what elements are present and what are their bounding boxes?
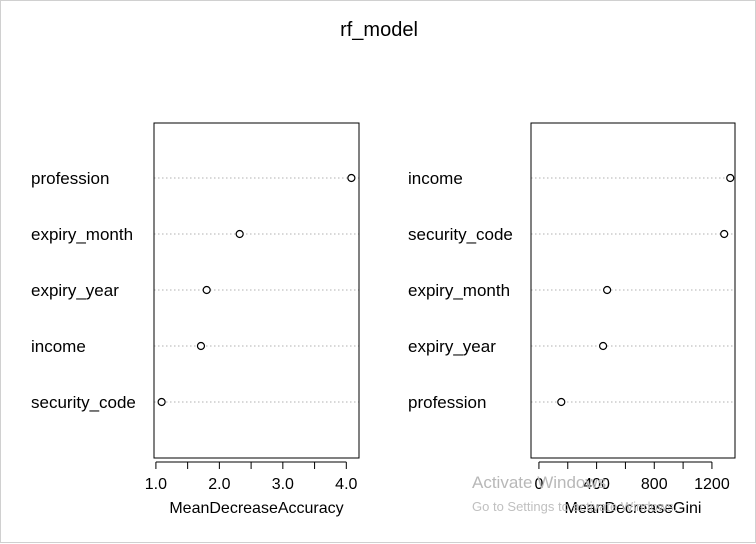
gini-x-tick-label: 0: [534, 476, 543, 493]
accuracy-x-tick-label: 2.0: [208, 476, 230, 493]
accuracy-x-axis-label: MeanDecreaseAccuracy: [169, 500, 343, 517]
accuracy-category-label: profession: [31, 169, 109, 188]
accuracy-category-label: income: [31, 337, 86, 356]
gini-point: [726, 173, 735, 183]
gini-point: [720, 229, 729, 239]
accuracy-category-label: expiry_month: [31, 225, 133, 244]
accuracy-x-tick-label: 3.0: [272, 476, 294, 493]
figure-title: rf_model: [340, 19, 418, 41]
accuracy-point: [196, 341, 206, 351]
accuracy-category-label: security_code: [31, 393, 136, 412]
gini-x-tick-label: 400: [583, 476, 610, 493]
accuracy-x-tick-label: 4.0: [335, 476, 357, 493]
gini-x-axis-label: MeanDecreaseGini: [565, 500, 702, 517]
gini-panel: income security_code expiry_month expiry_ye…: [408, 122, 736, 517]
gini-plot-frame: [530, 122, 736, 459]
accuracy-point: [347, 173, 356, 183]
panels: professionexpiry_monthexpiry_yearincomes…: [31, 122, 736, 517]
accuracy-category-label: expiry_year: [31, 281, 119, 300]
gini-category-label: expiry_year: [408, 337, 496, 356]
accuracy-point: [202, 285, 211, 295]
accuracy-plot-frame: [153, 122, 360, 459]
watermark-activate: Activate Windows: [472, 473, 606, 492]
accuracy-point: [235, 229, 244, 239]
accuracy-point: [157, 397, 166, 407]
accuracy-x-tick-label: 1.0: [145, 476, 167, 493]
gini-category-label: profession: [408, 393, 486, 412]
gini-category-label: expiry_month: [408, 281, 510, 300]
gini-point: [603, 285, 612, 295]
gini-category-label: security_code: [408, 225, 513, 244]
gini-point: [557, 397, 566, 407]
gini-category-label: income: [408, 169, 463, 188]
gini-x-tick-label: 800: [641, 476, 668, 493]
gini-point: [598, 341, 608, 351]
watermark-settings: Go to Settings to activate Windows.: [472, 499, 677, 514]
gini-x-tick-label: 1200: [694, 476, 730, 493]
